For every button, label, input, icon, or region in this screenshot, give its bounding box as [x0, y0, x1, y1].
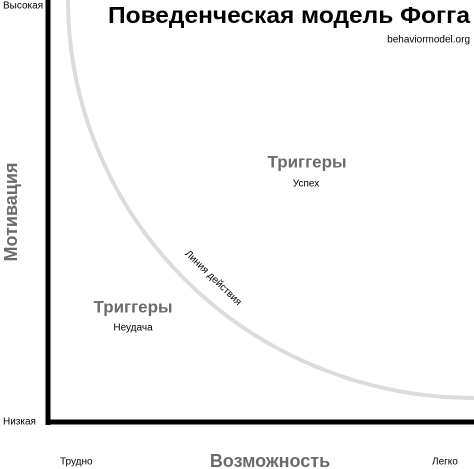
- x-high: Легко: [432, 457, 458, 468]
- x-low: Трудно: [60, 457, 93, 468]
- region-caption: Неудача: [113, 323, 153, 334]
- title: Поведенческая модель Фогга: [108, 2, 470, 28]
- curve-label: Линия действия: [182, 248, 243, 308]
- y-low: Низкая: [3, 417, 36, 428]
- action-line: [66, 0, 474, 400]
- y-high: Высокая: [3, 1, 43, 12]
- x-label: Возможность: [210, 451, 330, 469]
- y-label: Мотивация: [1, 163, 21, 262]
- region-title: Триггеры: [93, 297, 172, 316]
- source: behaviormodel.org: [387, 35, 470, 46]
- region-title: Триггеры: [267, 152, 346, 171]
- region-caption: Успех: [293, 179, 319, 190]
